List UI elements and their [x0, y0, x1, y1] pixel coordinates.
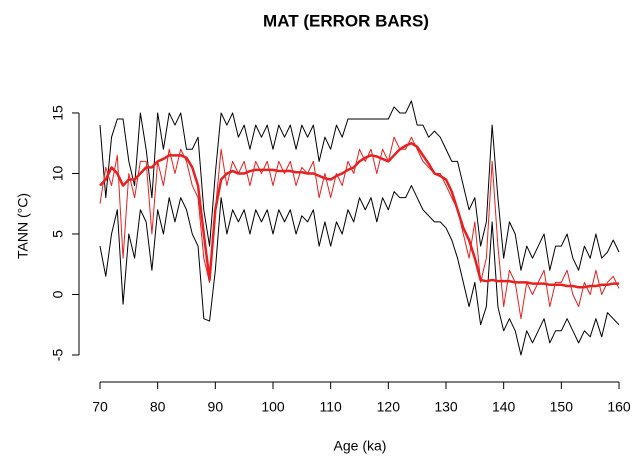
x-tick-label: 80 — [150, 399, 166, 415]
x-tick-label: 150 — [550, 399, 574, 415]
chart-title: MAT (ERROR BARS) — [263, 11, 429, 30]
x-tick-label: 70 — [92, 399, 108, 415]
x-tick-label: 100 — [261, 399, 285, 415]
x-tick-label: 140 — [492, 399, 516, 415]
x-tick-label: 120 — [377, 399, 401, 415]
y-tick-label: 5 — [50, 230, 66, 238]
x-tick-label: 130 — [434, 399, 458, 415]
x-tick-label: 110 — [320, 399, 343, 415]
series-line — [99, 141, 619, 289]
series-line — [99, 185, 620, 356]
x-axis-label: Age (ka) — [334, 438, 387, 454]
y-tick-label: 10 — [50, 165, 66, 181]
x-tick-label: 90 — [208, 399, 224, 415]
y-tick-label: -5 — [50, 349, 66, 362]
y-tick-label: 0 — [50, 290, 66, 298]
y-tick-label: 15 — [50, 105, 66, 121]
series-line — [99, 100, 620, 271]
x-tick-label: 160 — [607, 399, 631, 415]
y-axis-label: TANN (°C) — [15, 193, 31, 259]
series-line — [99, 136, 620, 320]
